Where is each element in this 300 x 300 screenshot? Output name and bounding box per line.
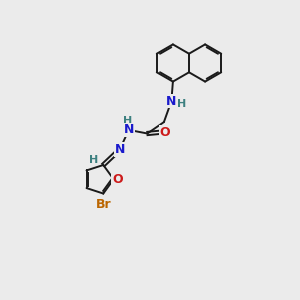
Text: Br: Br bbox=[95, 197, 111, 211]
Text: O: O bbox=[159, 125, 170, 139]
Text: N: N bbox=[166, 94, 177, 108]
Text: N: N bbox=[115, 143, 125, 156]
Text: H: H bbox=[123, 116, 132, 127]
Text: O: O bbox=[112, 173, 123, 186]
Text: H: H bbox=[89, 154, 98, 165]
Text: H: H bbox=[177, 99, 187, 109]
Text: N: N bbox=[124, 123, 134, 136]
